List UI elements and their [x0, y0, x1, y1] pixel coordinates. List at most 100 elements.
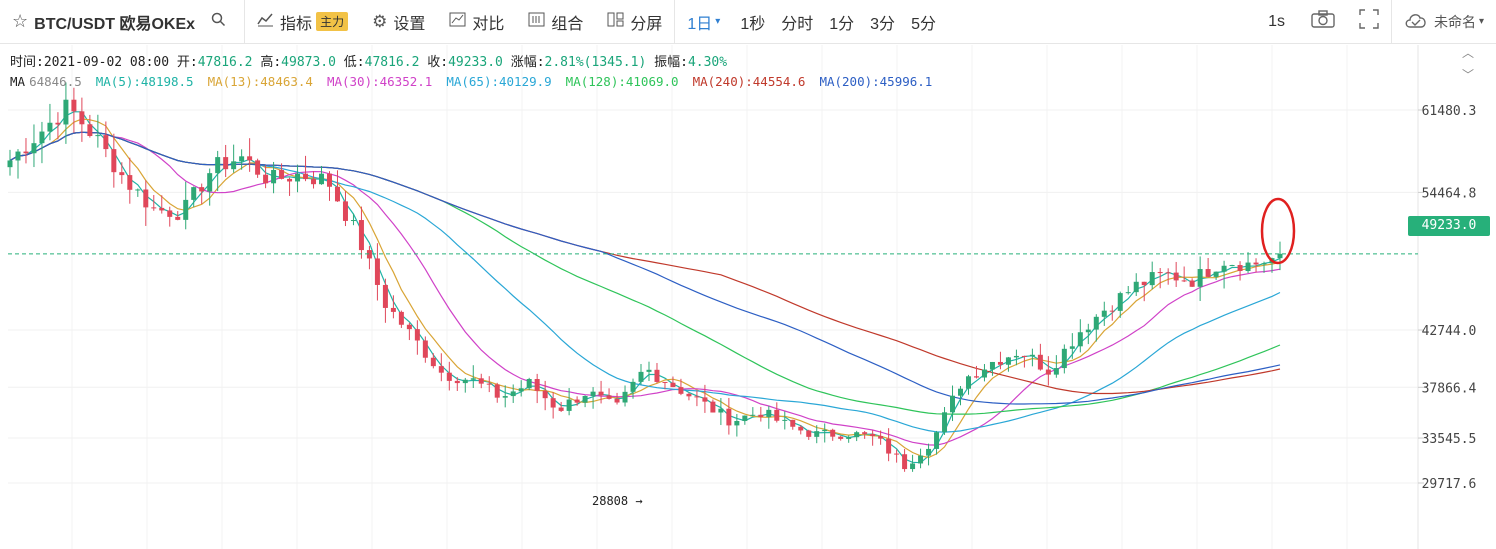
candle-body — [486, 383, 492, 385]
candle-body — [846, 437, 852, 439]
candle-body — [127, 175, 133, 190]
candle-body — [47, 122, 53, 132]
candle-body — [1173, 272, 1179, 281]
candle-body — [614, 398, 620, 403]
candle-body — [1045, 369, 1051, 375]
collapse-up-icon[interactable]: ︿ — [1462, 46, 1475, 60]
candle-body — [854, 432, 860, 438]
candle-body — [247, 156, 253, 161]
refresh-interval[interactable]: 1s — [1254, 0, 1299, 44]
screenshot-button[interactable] — [1299, 0, 1347, 44]
candle-body — [822, 429, 828, 432]
candle-body — [1069, 346, 1075, 349]
candle-body — [191, 187, 197, 200]
candle-body — [622, 391, 628, 403]
candle-body — [263, 174, 269, 184]
candle-body — [295, 173, 301, 182]
interval-active-label: 1日 — [687, 15, 713, 33]
candle-body — [1221, 265, 1227, 272]
ma30-line — [9, 131, 1281, 446]
candle-body — [167, 210, 173, 217]
layout-save-button[interactable]: 未命名 ▾ — [1392, 0, 1496, 44]
change-value: 2.81%(1345.1) — [544, 55, 647, 70]
candlestick-chart[interactable]: 61480.3 54464.8 42744.0 37866.4 33545.5 29717… — [0, 45, 1496, 549]
interval-1m[interactable]: 1分 — [821, 0, 862, 44]
candle-body — [119, 172, 125, 176]
expand-down-icon[interactable]: ﹀ — [1462, 68, 1475, 82]
candle-body — [1093, 316, 1099, 330]
settings-button[interactable]: ⚙ 设置 — [360, 0, 437, 44]
candle-body — [973, 376, 979, 378]
candle-body — [1149, 272, 1155, 286]
interval-label: 分时 — [781, 15, 814, 33]
candle-body — [997, 361, 1003, 365]
candle-body — [1157, 272, 1163, 274]
ma-legend-item: MA(5):48198.5 — [95, 74, 194, 89]
split-screen-button[interactable]: 分屏 — [595, 0, 674, 44]
close-value: 49233.0 — [448, 55, 503, 70]
axis-tick-label: 54464.8 — [1422, 186, 1477, 201]
candle-body — [766, 409, 772, 417]
low-value: 47816.2 — [364, 55, 420, 70]
candle-body — [79, 111, 85, 125]
candle-body — [902, 454, 908, 470]
candle-body — [582, 395, 588, 403]
interval-active[interactable]: 1日 ▾ — [675, 0, 732, 44]
candle-body — [678, 387, 684, 394]
ma-legend-item: MA(200):45996.1 — [819, 74, 933, 89]
candle-body — [981, 369, 987, 378]
candle-body — [750, 414, 756, 416]
candle-body — [478, 378, 484, 384]
candle-body — [1061, 348, 1067, 369]
compare-button[interactable]: 对比 — [437, 0, 516, 44]
candle-body — [255, 160, 261, 175]
candle-body — [886, 438, 892, 454]
axis-tick-label: 37866.4 — [1422, 381, 1477, 396]
candle-body — [806, 430, 812, 437]
fullscreen-button[interactable] — [1347, 0, 1391, 44]
ma240-line — [9, 131, 1281, 395]
candle-body — [1109, 310, 1115, 312]
candle-body — [135, 189, 141, 191]
combine-button[interactable]: 组合 — [516, 0, 595, 44]
candle-body — [1125, 292, 1131, 294]
candle-body — [989, 361, 995, 370]
candle-body — [1189, 280, 1195, 287]
candle-body — [422, 340, 428, 358]
candle-body — [454, 380, 460, 384]
search-icon[interactable] — [211, 12, 226, 32]
interval-5m[interactable]: 5分 — [903, 0, 944, 44]
candle-body — [271, 169, 277, 184]
candle-body — [470, 378, 476, 380]
interval-label: 3分 — [870, 15, 896, 33]
candle-body — [566, 399, 572, 411]
open-value: 47816.2 — [197, 55, 253, 70]
ohlc-info: 时间:2021-09-02 08:00 开:47816.2 高:49873.0 … — [10, 51, 727, 70]
candle-body — [398, 311, 404, 325]
candle-body — [942, 412, 948, 433]
amplitude-value: 4.30% — [687, 55, 728, 70]
interval-1s[interactable]: 1秒 — [732, 0, 773, 44]
candle-body — [1277, 253, 1283, 259]
ma-legend-item: MA(240):44554.6 — [692, 74, 806, 89]
candle-body — [1245, 262, 1251, 272]
interval-timeshare[interactable]: 分时 — [773, 0, 821, 44]
star-icon[interactable]: ☆ — [12, 11, 29, 31]
candle-body — [686, 393, 692, 397]
candle-body — [1053, 368, 1059, 375]
interval-3m[interactable]: 3分 — [862, 0, 903, 44]
candle-body — [502, 396, 508, 398]
candle-body — [1181, 280, 1187, 282]
candle-body — [223, 157, 229, 170]
candle-body — [71, 99, 77, 112]
candle-body — [143, 189, 149, 208]
candle-body — [558, 407, 564, 411]
candle-body — [534, 379, 540, 391]
time-label: 时间: — [10, 55, 44, 70]
ma128-line — [9, 131, 1281, 415]
candle-body — [303, 173, 309, 180]
axis-tick-label: 29717.6 — [1422, 477, 1477, 492]
axis-tick-label: 61480.3 — [1422, 104, 1477, 119]
indicators-button[interactable]: 指标 主力 — [245, 0, 360, 44]
symbol-selector[interactable]: ☆ BTC/USDT 欧易OKEx — [0, 0, 244, 44]
